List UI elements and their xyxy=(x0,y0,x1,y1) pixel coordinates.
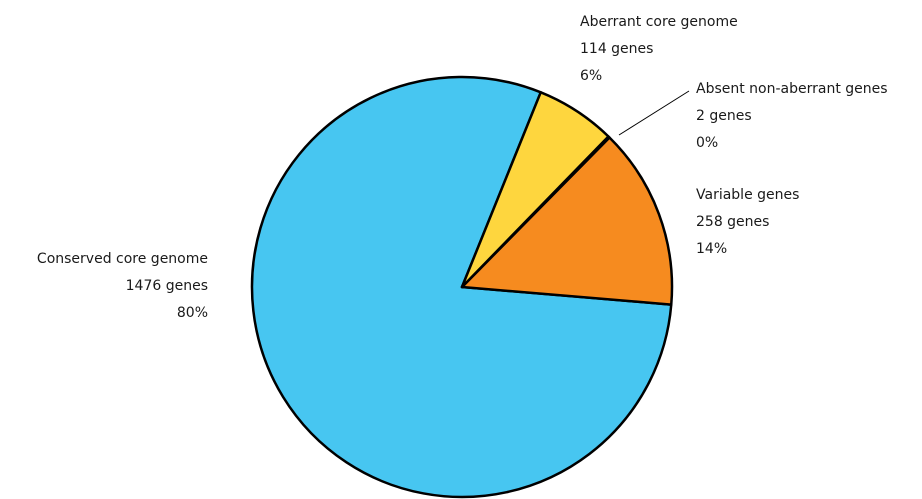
pie-slice-variable xyxy=(460,136,674,306)
aberrant-core-label: Aberrant core genome xyxy=(580,14,738,30)
pie-slice-aberrant xyxy=(460,91,610,289)
conserved-core-label: Conserved core genome xyxy=(37,251,208,267)
variable-genes-count: 258 genes xyxy=(696,214,769,230)
conserved-core-genes: 1476 genes xyxy=(126,278,208,294)
variable-genes-name: Variable genes xyxy=(696,187,799,203)
aberrant-core-name: Aberrant core genome xyxy=(580,14,738,30)
conserved-core-name: Conserved core genome xyxy=(37,251,208,267)
absent-genes-name: Absent non-aberrant genes xyxy=(696,81,888,97)
absent-genes-percent: 0% xyxy=(696,135,718,151)
aberrant-core-percent: 6% xyxy=(580,68,602,84)
variable-genes-percent: 14% xyxy=(696,241,727,257)
conserved-core-percent: 80% xyxy=(177,305,208,321)
aberrant-core-genes: 114 genes xyxy=(580,41,653,57)
variable-genes-label: Variable genes xyxy=(696,187,799,203)
absent-genes-label: Absent non-aberrant genes xyxy=(696,81,888,97)
pie-slices xyxy=(250,75,674,499)
absent-genes-leader-line xyxy=(618,90,690,136)
absent-genes-count: 2 genes xyxy=(696,108,752,124)
